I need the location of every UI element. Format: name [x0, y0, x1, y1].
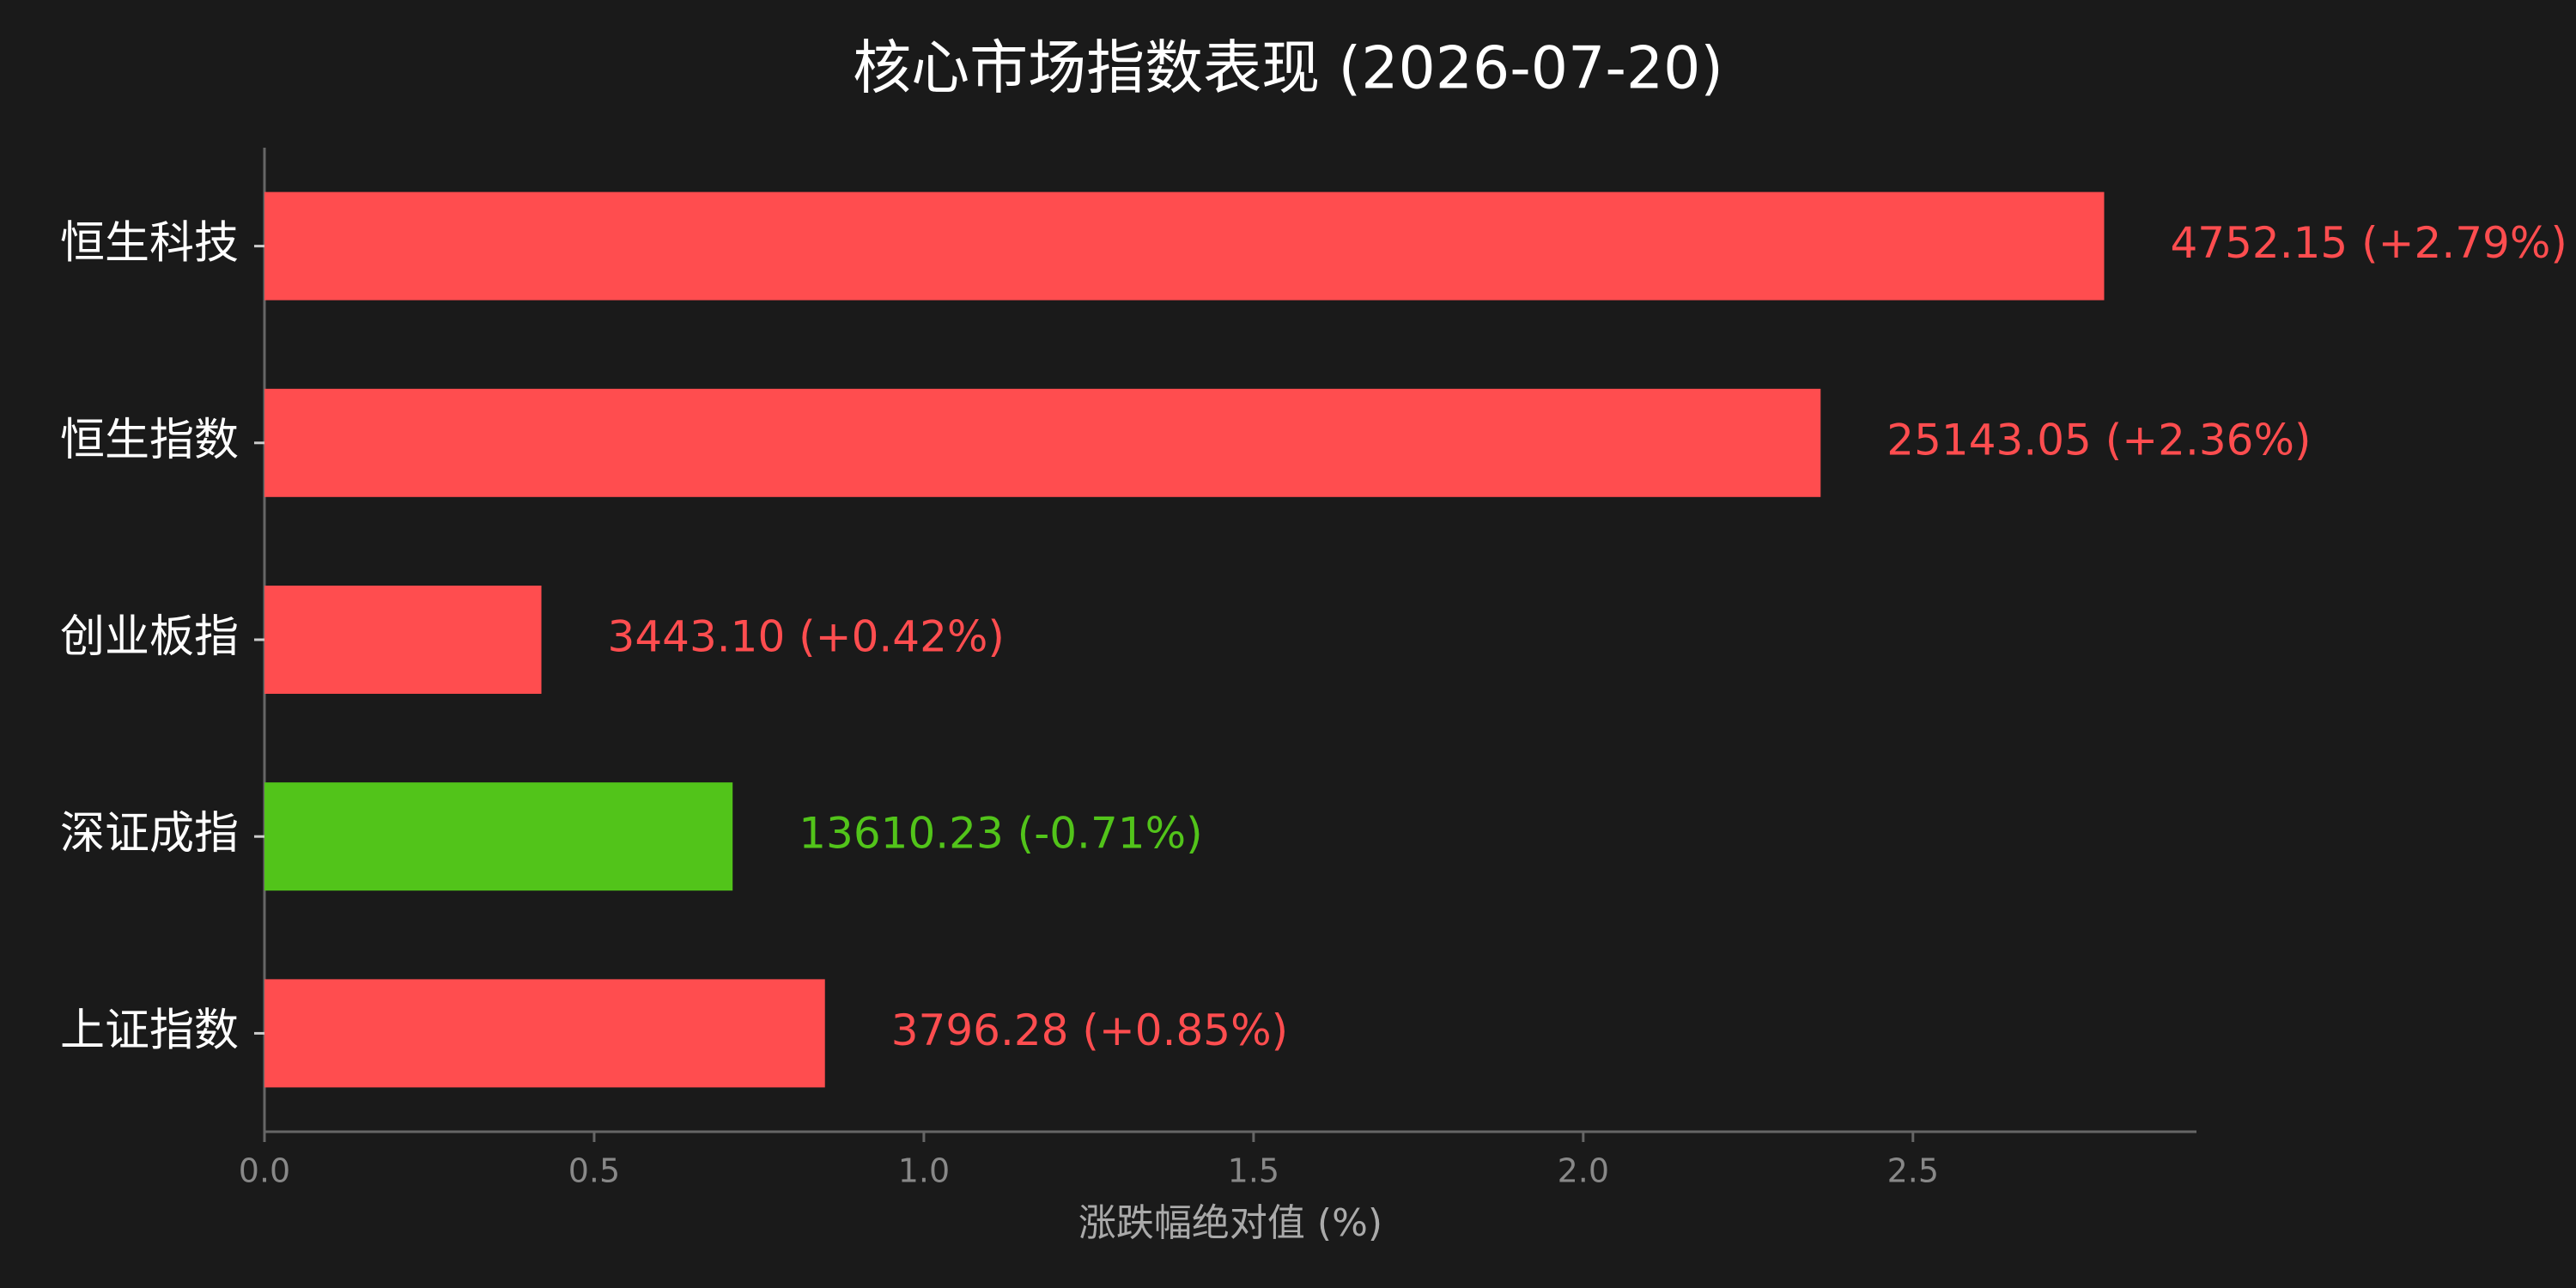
value-label: 25143.05 (+2.36%): [1886, 415, 2311, 465]
value-label: 4752.15 (+2.79%): [2170, 218, 2567, 268]
x-tick-label: 1.5: [1228, 1152, 1279, 1190]
value-label: 3796.28 (+0.85%): [891, 1005, 1288, 1055]
y-tick-label: 创业板指: [60, 611, 239, 663]
x-tick-label: 2.0: [1558, 1152, 1609, 1190]
y-tick-label: 恒生指数: [60, 415, 239, 466]
y-tick-label: 深证成指: [60, 808, 239, 860]
x-tick-label: 0.5: [568, 1152, 620, 1190]
x-axis-label: 涨跌幅绝对值 (%): [1078, 1201, 1382, 1245]
bar: [264, 191, 2105, 301]
bar: [264, 782, 733, 891]
x-tick-label: 0.0: [239, 1152, 290, 1190]
y-tick-label: 上证指数: [60, 1005, 239, 1056]
bar: [264, 586, 542, 694]
value-label: 3443.10 (+0.42%): [608, 612, 1005, 662]
x-tick-label: 1.0: [898, 1152, 950, 1190]
chart-title: 核心市场指数表现 (2026-07-20): [853, 35, 1723, 103]
x-tick-label: 2.5: [1887, 1152, 1939, 1190]
bar: [264, 979, 825, 1088]
value-label: 13610.23 (-0.71%): [799, 809, 1202, 859]
y-tick-label: 恒生科技: [60, 218, 239, 270]
bar: [264, 388, 1821, 497]
